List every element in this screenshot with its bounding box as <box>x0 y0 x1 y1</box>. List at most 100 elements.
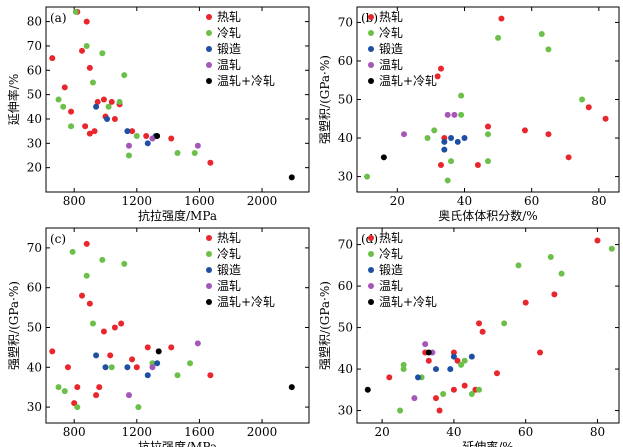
point-cold-rolled <box>191 150 198 157</box>
legend-marker-warm-rolled <box>206 283 212 289</box>
point-cold-rolled <box>68 123 75 130</box>
point-warm-rolled <box>194 340 201 347</box>
point-hot-rolled <box>386 374 393 381</box>
legend-marker-cold-rolled <box>368 30 374 36</box>
x-tick-label: 60 <box>524 194 539 208</box>
point-hot-rolled <box>118 320 125 327</box>
legend-label-warm-cold-rolled: 温轧+冷轧 <box>217 295 275 309</box>
point-cold-rolled <box>485 131 491 138</box>
point-cold-rolled <box>547 254 554 261</box>
y-tick-label: 40 <box>338 362 353 376</box>
x-tick-label: 80 <box>591 194 606 208</box>
point-warm-rolled <box>125 392 132 399</box>
point-cold-rolled <box>55 96 62 103</box>
point-cold-rolled <box>485 158 491 165</box>
legend-marker-forged <box>206 267 212 273</box>
point-cold-rolled <box>538 30 545 37</box>
x-tick-label: 800 <box>63 425 86 439</box>
legend-marker-forged <box>368 46 374 52</box>
point-hot-rolled <box>425 357 432 364</box>
point-cold-rolled <box>545 46 552 53</box>
point-hot-rolled <box>86 300 93 307</box>
point-forged <box>93 352 100 359</box>
point-cold-rolled <box>608 245 615 252</box>
legend-label-hot-rolled: 热轧 <box>379 10 403 24</box>
x-tick-label: 80 <box>590 425 605 439</box>
y-tick-label: 50 <box>338 93 353 107</box>
point-cold-rolled <box>431 127 438 134</box>
point-hot-rolled <box>450 349 457 356</box>
point-hot-rolled <box>461 382 468 389</box>
point-forged <box>454 138 461 145</box>
x-tick-label: 1600 <box>184 425 215 439</box>
point-forged <box>93 103 100 110</box>
point-cold-rolled <box>133 133 140 140</box>
x-tick-label: 2000 <box>247 425 278 439</box>
point-cold-rolled <box>60 103 67 110</box>
legend-label-hot-rolled: 热轧 <box>217 231 241 245</box>
y-axis-title: 强塑积/(GPa·%) <box>317 281 332 370</box>
legend-marker-hot-rolled <box>368 235 374 241</box>
y-tick-label: 50 <box>27 88 42 102</box>
legend-label-forged: 锻造 <box>379 42 403 56</box>
x-tick-label: 2000 <box>247 194 278 208</box>
x-tick-label: 1600 <box>184 194 215 208</box>
point-hot-rolled <box>83 18 90 25</box>
legend-marker-warm-rolled <box>368 283 374 289</box>
y-tick-label: 30 <box>338 404 353 418</box>
y-tick-label: 50 <box>27 320 42 334</box>
point-cold-rolled <box>468 390 475 397</box>
point-forged <box>124 364 131 371</box>
legend-marker-forged <box>368 267 374 273</box>
point-cold-rolled <box>55 384 62 391</box>
point-cold-rolled <box>458 92 465 99</box>
point-hot-rolled <box>437 162 444 169</box>
point-warm-rolled <box>194 142 201 149</box>
x-tick-label: 1200 <box>122 425 153 439</box>
legend-label-warm-cold-rolled: 温轧+冷轧 <box>217 74 275 88</box>
point-warm-rolled <box>422 341 429 348</box>
point-warm-rolled <box>451 111 458 118</box>
point-cold-rolled <box>99 50 106 57</box>
point-hot-rolled <box>79 292 86 299</box>
legend-marker-warm-rolled <box>206 62 212 68</box>
legend-marker-warm-cold-rolled <box>368 299 374 305</box>
x-tick-label: 40 <box>457 194 472 208</box>
point-hot-rolled <box>100 96 107 103</box>
point-hot-rolled <box>144 344 151 351</box>
point-cold-rolled <box>424 135 431 142</box>
point-hot-rolled <box>129 356 136 363</box>
y-tick-label: 70 <box>338 238 353 252</box>
point-cold-rolled <box>458 361 465 368</box>
x-tick-label: 20 <box>390 194 405 208</box>
point-hot-rolled <box>83 240 90 247</box>
point-hot-rolled <box>551 291 558 298</box>
point-hot-rolled <box>432 395 439 402</box>
point-hot-rolled <box>521 127 528 134</box>
point-cold-rolled <box>174 150 181 157</box>
point-hot-rolled <box>91 128 98 135</box>
point-warm-cold-rolled <box>425 349 432 356</box>
point-hot-rolled <box>436 407 443 414</box>
point-hot-rolled <box>474 162 481 169</box>
point-hot-rolled <box>537 349 544 356</box>
point-hot-rolled <box>485 123 491 130</box>
point-hot-rolled <box>49 55 56 62</box>
point-cold-rolled <box>121 260 128 267</box>
point-hot-rolled <box>493 370 500 377</box>
legend-marker-cold-rolled <box>368 251 374 257</box>
y-tick-label: 70 <box>27 241 42 255</box>
x-tick-label: 1200 <box>122 194 153 208</box>
point-cold-rolled <box>458 111 465 118</box>
y-tick-label: 60 <box>27 281 42 295</box>
x-axis-title: 奥氏体体积分数/% <box>438 208 537 223</box>
point-hot-rolled <box>111 324 118 331</box>
chart-panel-1: 800 1200 1600 2000 20 30 40 50 60 70 80 抗拉强度/MPa 延伸率… <box>6 6 310 223</box>
point-forged <box>447 366 454 373</box>
legend-marker-forged <box>206 46 212 52</box>
point-hot-rolled <box>93 392 100 399</box>
x-tick-label: 60 <box>518 425 533 439</box>
legend-marker-hot-rolled <box>368 14 374 20</box>
point-cold-rolled <box>105 103 112 110</box>
